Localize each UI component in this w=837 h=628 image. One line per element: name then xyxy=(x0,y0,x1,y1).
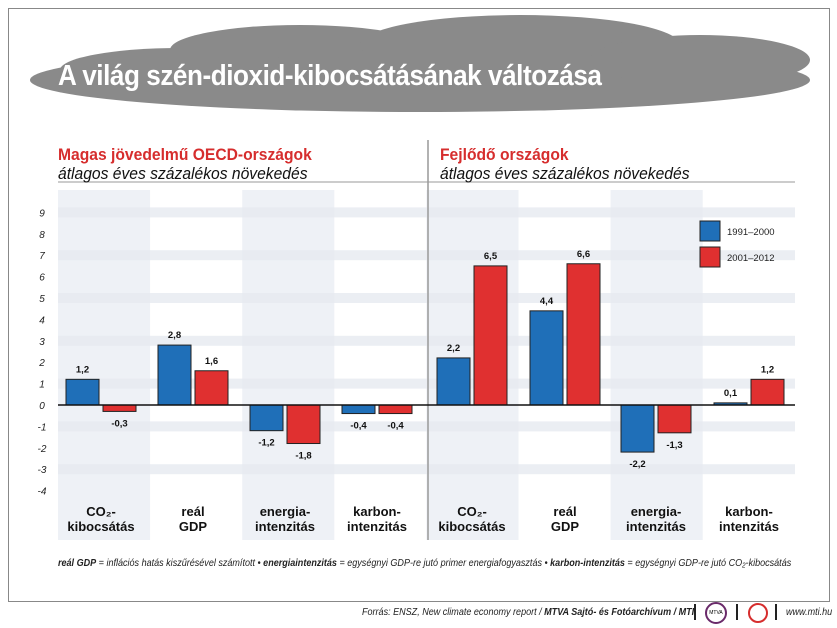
source-line: Forrás: ENSZ, New climate economy report… xyxy=(362,606,695,618)
grid-stripe xyxy=(58,335,795,346)
y-tick-label: -3 xyxy=(38,465,47,476)
category-label: energia- xyxy=(260,504,311,519)
panel-heading-developing: Fejlődő országok xyxy=(440,145,569,164)
legend-swatch xyxy=(699,246,721,268)
bar-2001-2012 xyxy=(566,263,601,406)
y-tick-label: 5 xyxy=(39,294,45,305)
legend-label: 2001–2012 xyxy=(727,253,775,264)
category-label: intenzitás xyxy=(626,519,686,534)
data-label: 2,2 xyxy=(447,343,460,354)
data-label: 1,2 xyxy=(761,364,774,375)
column-shade xyxy=(610,190,703,540)
mtva-logo: MTVA xyxy=(705,602,727,624)
data-label: 1,6 xyxy=(205,356,218,367)
grid-stripe xyxy=(58,250,795,261)
grid-stripe xyxy=(58,293,795,303)
bar-2001-2012 xyxy=(473,265,508,406)
category-label: kibocsátás xyxy=(67,519,134,534)
data-label: -1,2 xyxy=(258,438,274,449)
y-tick-label: 9 xyxy=(39,208,45,219)
grid-stripe xyxy=(58,464,795,475)
column-shade xyxy=(58,190,151,540)
panel-subheading-oecd: átlagos éves százalékos növekedés xyxy=(58,164,308,183)
legend-swatch xyxy=(699,220,721,242)
data-label: -0,4 xyxy=(387,421,404,432)
category-label: intenzitás xyxy=(719,519,779,534)
y-tick-label: 8 xyxy=(39,230,45,241)
legend-label: 1991–2000 xyxy=(727,227,775,238)
bar-2001-2012 xyxy=(378,404,413,415)
y-tick-label: 3 xyxy=(39,337,45,348)
bar-1991-2000 xyxy=(529,310,564,406)
panel-subheading-developing: átlagos éves százalékos növekedés xyxy=(440,164,690,183)
category-label: intenzitás xyxy=(255,519,315,534)
grid-stripe xyxy=(58,378,795,389)
bar-2001-2012 xyxy=(194,370,229,406)
y-tick-label: 6 xyxy=(39,273,45,284)
y-tick-label: 7 xyxy=(39,251,45,262)
data-label: -2,2 xyxy=(629,459,645,470)
category-label: CO₂- xyxy=(457,504,487,519)
data-label: 0,1 xyxy=(724,388,738,399)
data-label: 1,2 xyxy=(76,364,89,375)
category-label: reál xyxy=(181,504,204,519)
bar-1991-2000 xyxy=(341,404,376,415)
category-label: GDP xyxy=(179,519,208,534)
bar-2001-2012 xyxy=(286,404,321,445)
y-tick-label: 0 xyxy=(39,401,45,412)
bar-1991-2000 xyxy=(436,357,471,406)
category-label: CO₂- xyxy=(86,504,116,519)
data-label: 6,5 xyxy=(484,251,498,262)
mti-logo xyxy=(748,603,768,623)
column-shade xyxy=(242,190,335,540)
category-label: kibocsátás xyxy=(438,519,505,534)
bar-1991-2000 xyxy=(249,404,284,432)
category-label: intenzitás xyxy=(347,519,407,534)
y-tick-label: 2 xyxy=(38,358,45,369)
bar-2001-2012 xyxy=(102,404,137,412)
footnote: reál GDP = inflációs hatás kiszűrésével … xyxy=(58,557,792,569)
data-label: -1,3 xyxy=(666,440,682,451)
y-tick-label: 1 xyxy=(39,380,45,391)
bar-1991-2000 xyxy=(157,344,192,406)
data-label: 6,6 xyxy=(577,249,590,260)
category-label: karbon- xyxy=(725,504,773,519)
website-link[interactable]: www.mti.hu xyxy=(786,606,833,618)
category-label: karbon- xyxy=(353,504,401,519)
category-label: GDP xyxy=(551,519,580,534)
bar-1991-2000 xyxy=(65,378,100,406)
panel-heading-oecd: Magas jövedelmű OECD-országok xyxy=(58,145,312,164)
category-label: reál xyxy=(553,504,576,519)
grid-stripe xyxy=(58,207,795,218)
bar-1991-2000 xyxy=(620,404,655,453)
y-tick-label: -4 xyxy=(38,487,47,498)
data-label: -0,3 xyxy=(111,418,127,429)
bar-2001-2012 xyxy=(750,378,785,406)
data-label: -1,8 xyxy=(295,451,311,462)
y-tick-label: -1 xyxy=(38,422,47,433)
bar-2001-2012 xyxy=(657,404,692,434)
data-label: 4,4 xyxy=(540,296,554,307)
data-label: 2,8 xyxy=(168,330,181,341)
y-tick-label: -2 xyxy=(38,444,47,455)
chart-title: A világ szén-dioxid-kibocsátásának válto… xyxy=(58,60,602,92)
data-label: -0,4 xyxy=(350,421,367,432)
grid-stripe xyxy=(58,421,795,432)
y-tick-label: 4 xyxy=(39,315,45,326)
title-cloud xyxy=(30,15,810,112)
category-label: energia- xyxy=(631,504,682,519)
